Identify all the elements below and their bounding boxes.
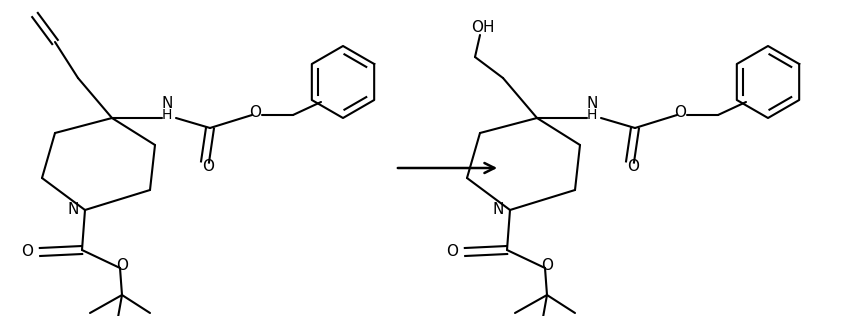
Text: OH: OH bbox=[471, 20, 495, 34]
Text: O: O bbox=[626, 160, 638, 174]
Text: O: O bbox=[674, 106, 685, 120]
Text: H: H bbox=[161, 108, 172, 122]
Text: O: O bbox=[202, 160, 214, 174]
Text: O: O bbox=[249, 106, 261, 120]
Text: N: N bbox=[161, 96, 172, 112]
Text: N: N bbox=[492, 203, 503, 217]
Text: N: N bbox=[586, 96, 597, 112]
Text: O: O bbox=[116, 258, 127, 274]
Text: O: O bbox=[446, 245, 457, 259]
Text: O: O bbox=[21, 245, 33, 259]
Text: O: O bbox=[540, 258, 552, 274]
Text: N: N bbox=[68, 203, 78, 217]
Text: H: H bbox=[586, 108, 597, 122]
